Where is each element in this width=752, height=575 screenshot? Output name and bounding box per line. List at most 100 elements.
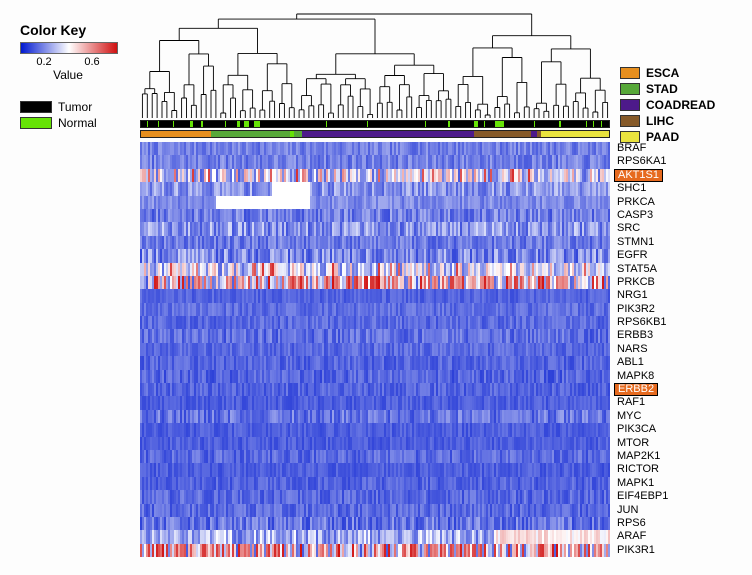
track-segment bbox=[327, 121, 367, 127]
gene-label-nars: NARS bbox=[614, 343, 671, 356]
cancer-legend-label-2: COADREAD bbox=[646, 98, 715, 112]
track-segment bbox=[148, 121, 158, 127]
expression-heatmap bbox=[140, 142, 610, 557]
sample-legend-swatch-0 bbox=[20, 101, 52, 113]
color-key-ticks: 0.2 0.6 bbox=[20, 56, 116, 70]
gene-label-erbb3: ERBB3 bbox=[614, 329, 671, 342]
color-key-tick-0: 0.2 bbox=[36, 56, 51, 68]
color-key-axis-label: Value bbox=[20, 68, 116, 82]
heatmap-row bbox=[140, 356, 610, 369]
track-segment bbox=[294, 131, 302, 137]
heatmap-row bbox=[140, 222, 610, 235]
gene-label-pik3r1: PIK3R1 bbox=[614, 544, 671, 557]
gene-row-labels: BRAFRPS6KA1AKT1S1SHC1PRKCACASP3SRCSTMN1E… bbox=[614, 142, 671, 557]
heatmap-row bbox=[140, 396, 610, 409]
track-segment bbox=[141, 131, 211, 137]
gene-label-prkca: PRKCA bbox=[614, 196, 671, 209]
gene-label-casp3: CASP3 bbox=[614, 209, 671, 222]
heatmap-row bbox=[140, 182, 610, 195]
column-dendrogram bbox=[140, 12, 610, 118]
track-segment bbox=[485, 121, 495, 127]
cancer-legend-row-0: ESCA bbox=[620, 66, 715, 80]
heatmap-row bbox=[140, 450, 610, 463]
gene-label-araf: ARAF bbox=[614, 530, 671, 543]
track-segment bbox=[302, 131, 473, 137]
sample-type-legend: Tumor Normal bbox=[20, 100, 97, 132]
gene-label-rps6kb1: RPS6KB1 bbox=[614, 316, 671, 329]
track-segment bbox=[426, 121, 448, 127]
cancer-legend-swatch-1 bbox=[620, 83, 640, 95]
gene-label-eif4ebp1: EIF4EBP1 bbox=[614, 490, 671, 503]
heatmap-row bbox=[140, 249, 610, 262]
cancer-legend-swatch-2 bbox=[620, 99, 640, 111]
sample-legend-swatch-1 bbox=[20, 117, 52, 129]
heatmap-row bbox=[140, 370, 610, 383]
gene-label-rps6: RPS6 bbox=[614, 517, 671, 530]
gene-label-shc1: SHC1 bbox=[614, 182, 671, 195]
gene-label-stat5a: STAT5A bbox=[614, 263, 671, 276]
color-key: Color Key 0.2 0.6 Value bbox=[20, 22, 130, 82]
track-segment bbox=[211, 131, 291, 137]
gene-label-rictor: RICTOR bbox=[614, 463, 671, 476]
heatmap-row bbox=[140, 477, 610, 490]
track-segment bbox=[541, 131, 609, 137]
track-segment bbox=[193, 121, 201, 127]
track-segment bbox=[450, 121, 474, 127]
gene-label-stmn1: STMN1 bbox=[614, 236, 671, 249]
color-key-title: Color Key bbox=[20, 22, 130, 38]
annotation-tracks bbox=[140, 120, 610, 140]
heatmap-row bbox=[140, 316, 610, 329]
heatmap-row bbox=[140, 329, 610, 342]
sample-legend-row-0: Tumor bbox=[20, 100, 97, 114]
sample-type-track bbox=[140, 120, 610, 128]
heatmap-row bbox=[140, 383, 610, 396]
gene-label-erbb2: ERBB2 bbox=[614, 383, 658, 396]
track-segment bbox=[474, 131, 532, 137]
heatmap-row bbox=[140, 169, 610, 182]
cancer-type-legend: ESCASTADCOADREADLIHCPAAD bbox=[620, 66, 715, 146]
gene-label-abl1: ABL1 bbox=[614, 356, 671, 369]
heatmap-row bbox=[140, 463, 610, 476]
heatmap-row bbox=[140, 263, 610, 276]
heatmap-row bbox=[140, 155, 610, 168]
cancer-legend-label-3: LIHC bbox=[646, 114, 674, 128]
track-segment bbox=[203, 121, 225, 127]
heatmap-row bbox=[140, 410, 610, 423]
heatmap-row bbox=[140, 343, 610, 356]
color-key-gradient-bar bbox=[20, 42, 118, 54]
gene-label-akt1s1: AKT1S1 bbox=[614, 169, 663, 182]
gene-label-src: SRC bbox=[614, 222, 671, 235]
heatmap-row bbox=[140, 423, 610, 436]
gene-label-pik3ca: PIK3CA bbox=[614, 423, 671, 436]
gene-label-mapk1: MAPK1 bbox=[614, 477, 671, 490]
cancer-legend-row-2: COADREAD bbox=[620, 98, 715, 112]
track-segment bbox=[535, 121, 559, 127]
gene-label-jun: JUN bbox=[614, 504, 671, 517]
gene-label-pik3r2: PIK3R2 bbox=[614, 303, 671, 316]
sample-legend-row-1: Normal bbox=[20, 116, 97, 130]
heatmap-row bbox=[140, 517, 610, 530]
gene-label-prkcb: PRKCB bbox=[614, 276, 671, 289]
heatmap-row bbox=[140, 196, 610, 209]
track-segment bbox=[594, 121, 601, 127]
track-segment bbox=[561, 121, 585, 127]
color-key-tick-1: 0.6 bbox=[84, 56, 99, 68]
dendrogram-svg bbox=[140, 12, 610, 118]
cancer-type-track bbox=[140, 130, 610, 138]
cancer-legend-row-3: LIHC bbox=[620, 114, 715, 128]
gene-label-myc: MYC bbox=[614, 410, 671, 423]
heatmap-row bbox=[140, 504, 610, 517]
track-segment bbox=[260, 121, 326, 127]
track-segment bbox=[174, 121, 190, 127]
heatmap-row bbox=[140, 209, 610, 222]
cancer-legend-swatch-3 bbox=[620, 115, 640, 127]
cancer-legend-row-1: STAD bbox=[620, 82, 715, 96]
gene-label-braf: BRAF bbox=[614, 142, 671, 155]
gene-label-raf1: RAF1 bbox=[614, 396, 671, 409]
heatmap-row bbox=[140, 276, 610, 289]
track-segment bbox=[159, 121, 173, 127]
heatmap-row bbox=[140, 437, 610, 450]
track-segment bbox=[504, 121, 534, 127]
gene-label-egfr: EGFR bbox=[614, 249, 671, 262]
cancer-legend-label-1: STAD bbox=[646, 82, 678, 96]
